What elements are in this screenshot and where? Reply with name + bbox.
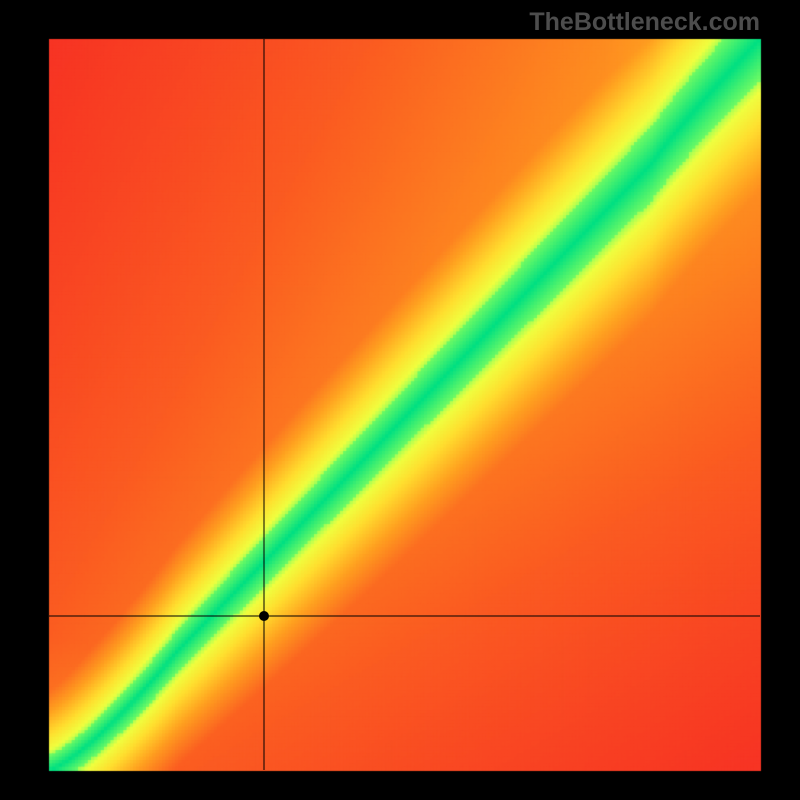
heatmap-canvas [0,0,800,800]
chart-container: TheBottleneck.com [0,0,800,800]
watermark-text: TheBottleneck.com [529,8,760,37]
